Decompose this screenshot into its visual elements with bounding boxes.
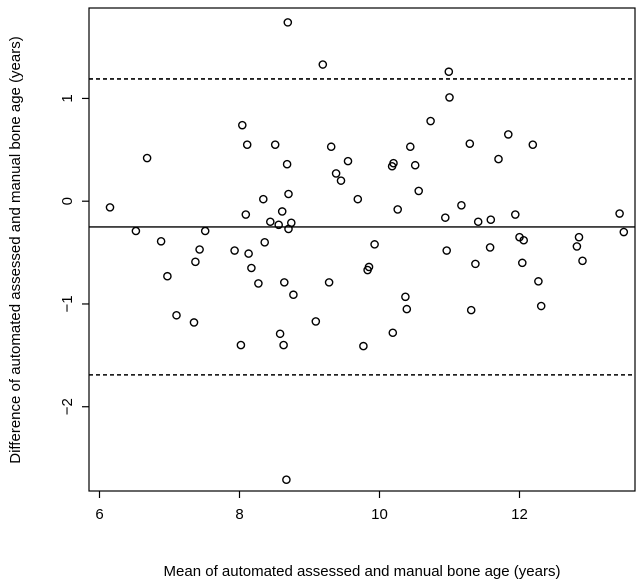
data-point (258, 194, 268, 204)
data-point (156, 236, 166, 246)
data-point (247, 263, 256, 273)
x-tick-label: 12 (511, 506, 528, 523)
data-point (286, 218, 296, 228)
data-point (284, 189, 293, 199)
data-point (572, 242, 582, 251)
data-point (444, 67, 454, 77)
data-point (457, 201, 466, 210)
data-point (331, 169, 341, 178)
data-point (519, 235, 529, 245)
data-point (619, 227, 629, 237)
data-point (486, 215, 496, 224)
data-points (105, 18, 629, 484)
data-point (242, 140, 252, 149)
data-point (195, 245, 204, 254)
data-point (241, 210, 251, 219)
x-axis-label: Mean of automated assessed and manual bo… (164, 563, 561, 580)
data-point (414, 186, 424, 196)
data-point (445, 93, 454, 102)
data-point (343, 156, 353, 166)
data-point (503, 130, 513, 139)
y-tick-label: 0 (59, 197, 76, 205)
data-point (510, 210, 520, 219)
data-point (473, 217, 483, 227)
data-point (191, 257, 200, 267)
data-point (282, 475, 291, 484)
data-point (471, 259, 480, 269)
data-point (393, 205, 403, 214)
data-point (172, 310, 181, 320)
data-point (283, 18, 293, 27)
data-point (236, 340, 246, 350)
data-point (189, 318, 199, 327)
data-point (410, 160, 420, 170)
x-tick-label: 6 (95, 506, 103, 523)
x-tick-label: 8 (235, 506, 243, 523)
data-point (279, 278, 289, 287)
data-point (326, 142, 336, 152)
x-axis-ticks: 6 8 10 12 (95, 491, 528, 523)
reference-lines (89, 78, 635, 376)
data-point (260, 238, 270, 247)
data-point (364, 262, 374, 272)
data-point (163, 271, 172, 281)
data-point (244, 249, 253, 258)
y-tick-label: −1 (59, 295, 76, 312)
data-point (311, 317, 321, 326)
data-point (237, 120, 247, 130)
data-point (578, 256, 587, 266)
data-point (265, 217, 275, 227)
data-point (324, 278, 334, 287)
data-point (442, 246, 452, 255)
data-point (402, 304, 412, 314)
data-point (318, 60, 328, 69)
x-tick-label: 10 (371, 506, 388, 523)
y-axis-ticks: −2 −1 0 1 (59, 94, 89, 415)
data-point (274, 220, 284, 230)
data-point (485, 243, 495, 252)
data-point (131, 226, 141, 236)
data-point (282, 159, 292, 169)
y-tick-label: 1 (59, 94, 76, 102)
data-point (465, 139, 475, 148)
data-point (279, 340, 288, 350)
data-point (370, 240, 379, 249)
data-point (494, 154, 503, 164)
data-point (270, 140, 280, 149)
data-point (389, 158, 398, 168)
data-point (336, 176, 346, 185)
y-axis-label: Difference of automated assessed and man… (7, 36, 24, 464)
data-point (615, 209, 624, 218)
data-point (574, 232, 584, 242)
plot-frame (88, 7, 636, 492)
data-point (518, 258, 527, 268)
y-tick-label: −2 (59, 398, 76, 415)
data-point (440, 213, 450, 222)
data-point (426, 116, 435, 126)
data-point (528, 140, 538, 149)
data-point (289, 290, 298, 300)
data-point (536, 301, 546, 311)
data-point (466, 305, 476, 315)
data-point (388, 328, 398, 338)
data-point (277, 207, 287, 216)
data-point (142, 153, 152, 163)
data-point (275, 329, 285, 339)
data-point (405, 142, 415, 152)
data-point (401, 292, 410, 302)
data-point (230, 246, 239, 255)
data-point (254, 279, 263, 288)
data-point (534, 277, 543, 286)
data-point (200, 226, 210, 236)
data-point (353, 194, 363, 204)
data-point (359, 341, 368, 351)
data-point (105, 203, 115, 212)
